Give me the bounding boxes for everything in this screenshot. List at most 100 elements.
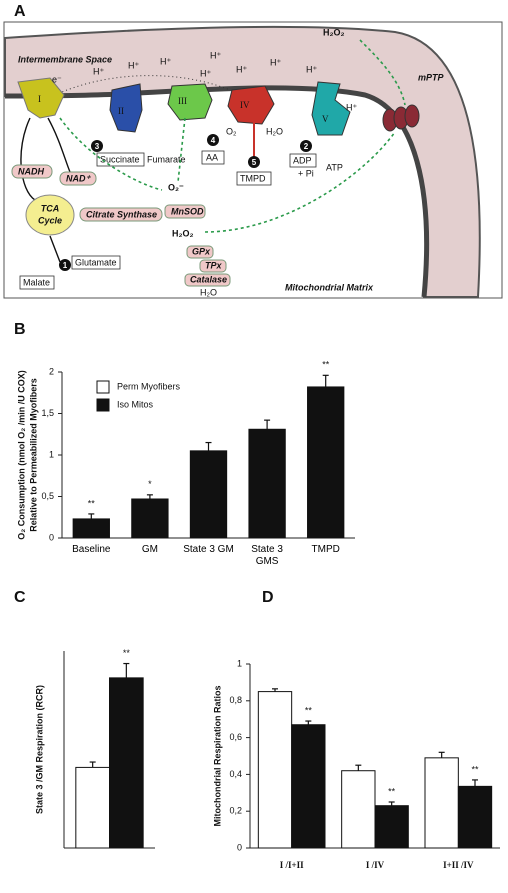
step-marker: [207, 134, 219, 146]
complex-iv: [227, 85, 275, 125]
significance: **: [123, 648, 131, 658]
proton: H⁺: [306, 64, 317, 74]
complex-label: V: [322, 114, 329, 124]
complex-label: III: [178, 96, 187, 106]
gpx-pill: [186, 245, 214, 259]
step-number: 3: [95, 142, 100, 151]
y-tick-label: 1: [237, 658, 242, 668]
y-tick-label: 0: [237, 842, 242, 852]
h2o-matrix: H₂O: [200, 287, 217, 297]
y-tick-label: 0,5: [41, 491, 54, 501]
mnsod-pill: [164, 204, 206, 219]
tpx: TPx: [205, 260, 223, 270]
step-marker: [300, 140, 312, 152]
bar: [131, 498, 169, 539]
bar: [291, 724, 326, 849]
panel-label: B: [14, 321, 26, 338]
inner-membrane: [4, 85, 430, 298]
tmpd: TMPD: [240, 173, 266, 183]
tmpd-box: [236, 171, 272, 186]
complex-iii: [167, 83, 213, 121]
catalase-pill: [184, 273, 231, 287]
fumarate: Fumarate: [147, 154, 186, 164]
complex-v: [311, 81, 351, 136]
x-tick-label: I+II /IV: [443, 860, 474, 870]
catalase: Catalase: [190, 274, 227, 284]
adp-box: [289, 153, 317, 168]
bar: [248, 428, 286, 539]
proton: H⁺: [270, 57, 281, 67]
tca-cycle: [25, 194, 75, 236]
succinate-box: [96, 152, 145, 167]
bar: [424, 757, 459, 849]
step-number: 4: [211, 136, 216, 145]
step-marker: [91, 140, 103, 152]
panel-label: D: [262, 589, 274, 606]
ros-arrow: [204, 131, 396, 233]
nadh-pill: [11, 164, 53, 179]
h2o-iv: H₂O: [266, 126, 283, 136]
bar: [307, 386, 345, 539]
legend-label: Iso Mitos: [117, 399, 154, 409]
proton: H⁺: [210, 50, 221, 60]
y-tick-label: 0,4: [229, 769, 242, 779]
proton: H⁺: [160, 56, 171, 66]
bar: [374, 805, 409, 849]
bar: [457, 785, 493, 849]
x-tick-label: Baseline: [72, 544, 111, 555]
bar: [75, 766, 110, 849]
glutamate: Glutamate: [75, 257, 117, 267]
ros-arrow: [359, 39, 406, 106]
x-tick-label: State 3 GM: [183, 544, 234, 555]
arrow: [47, 117, 71, 173]
aa-box: [201, 150, 225, 165]
o2: O₂: [226, 126, 237, 136]
space-label: Intermembrane Space: [18, 54, 112, 64]
significance: **: [471, 764, 479, 774]
step-number: 1: [63, 261, 68, 270]
x-tick-label: I /I+II: [280, 860, 304, 870]
y-tick-label: 2: [49, 366, 54, 376]
complex-label: II: [118, 106, 124, 116]
bar: [341, 770, 376, 849]
nadh: NADH: [18, 166, 44, 176]
y-axis-label: Relative to Permeabilized Myofibers: [28, 378, 38, 532]
y-axis-label: State 3 /GM Respiration (RCR): [34, 685, 44, 814]
legend-swatch: [96, 398, 110, 412]
arrow: [49, 235, 61, 263]
pi: + Pi: [298, 168, 314, 178]
nad-pill: [59, 171, 97, 186]
y-tick-label: 1: [49, 449, 54, 459]
ros-arrow: [59, 117, 163, 191]
bar: [257, 691, 293, 849]
y-axis-label: Mitochondrial Respiration Ratios: [212, 685, 222, 826]
step-number: 5: [252, 158, 257, 167]
x-tick-label: State 3 GMS: [251, 544, 283, 567]
significance: **: [322, 360, 330, 370]
frame: [3, 21, 503, 299]
bar: [189, 450, 228, 539]
legend-label: Perm Myofibers: [117, 381, 181, 391]
cs-pill: [79, 207, 163, 222]
step-marker: [248, 156, 260, 168]
proton: H⁺: [128, 60, 139, 70]
y-tick-label: 0,2: [229, 806, 242, 816]
significance: *: [148, 479, 152, 489]
significance: **: [305, 705, 313, 715]
malate: Malate: [23, 277, 50, 287]
tpx-pill: [199, 259, 227, 273]
nad: NAD⁺: [66, 173, 91, 183]
complex-i: [17, 77, 65, 119]
citrate-synthase: Citrate Synthase: [86, 209, 157, 219]
y-axis-label: O₂ Consumption (nmol O₂ /min /U COX): [16, 370, 26, 540]
atp: ATP: [326, 162, 343, 172]
tca-label: TCA: [41, 203, 60, 213]
matrix-label: Mitochondrial Matrix: [285, 282, 374, 292]
adp: ADP: [293, 155, 312, 165]
significance: **: [88, 498, 96, 508]
mptp-label: mPTP: [418, 72, 445, 82]
x-tick-label: TMPD: [311, 544, 340, 555]
panel-label: A: [14, 3, 26, 20]
